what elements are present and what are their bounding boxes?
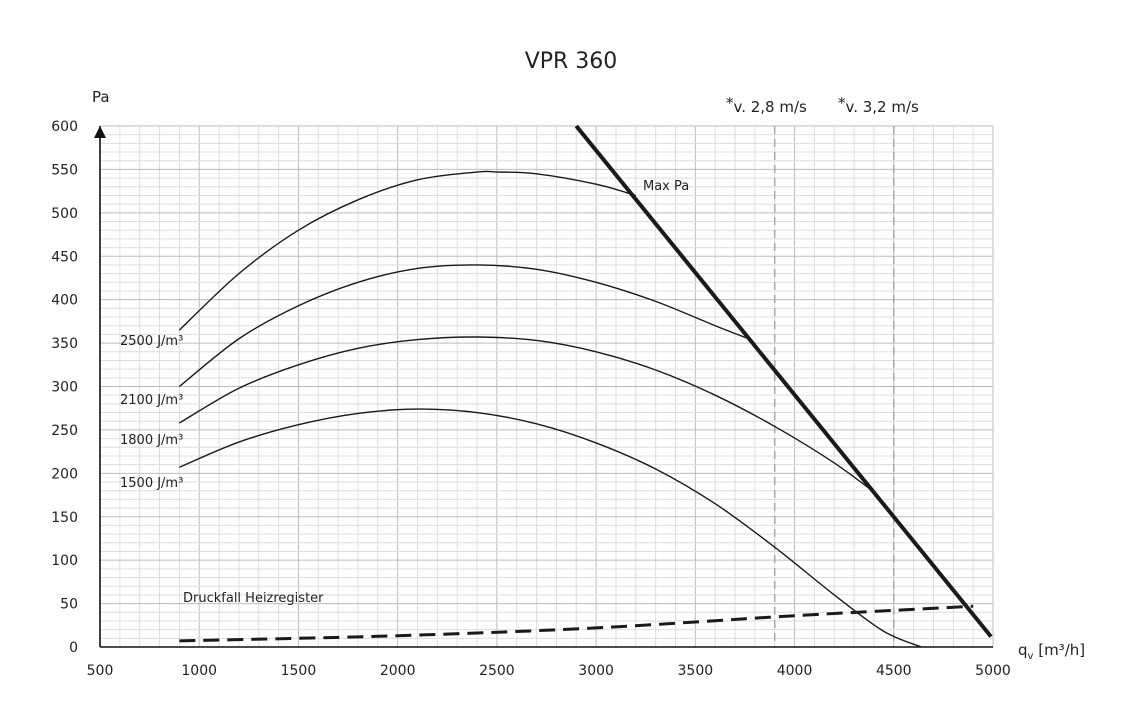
x-tick-4500: 4500 [876,663,912,679]
y-tick-100: 100 [51,553,78,569]
y-tick-250: 250 [51,423,78,439]
y-axis-arrow [94,126,106,138]
y-tick-500: 500 [51,206,78,222]
x-axis-label: qv [m³/h] [1018,641,1085,662]
label-2100: 2100 J/m³ [120,393,183,408]
y-tick-450: 450 [51,249,78,265]
velocity-label-3-2: *v. 3,2 m/s [838,94,919,116]
y-axis-label: Pa [92,88,110,106]
series-4 [574,124,993,638]
x-tick-2500: 2500 [479,663,515,679]
series-0 [178,170,636,331]
axes [94,126,993,648]
x-axis-label-unit: [m³/h] [1033,641,1085,659]
series-1 [178,264,752,388]
x-tick-5000: 5000 [975,663,1011,679]
x-axis-label-main: q [1018,641,1028,659]
series-2 [179,336,879,496]
y-tick-400: 400 [51,293,78,309]
velocity-lines [773,126,895,647]
series-3 [179,408,922,648]
x-tick-3500: 3500 [678,663,714,679]
chart-title: VPR 360 [525,49,618,74]
x-tick-4000: 4000 [777,663,813,679]
y-tick-150: 150 [51,510,78,526]
label-2500: 2500 J/m³ [120,334,183,349]
series-5 [179,604,974,643]
velocity-text-3-2: v. 3,2 m/s [846,98,920,116]
velocity-label-2-8: *v. 2,8 m/s [726,94,807,116]
label-max-pa: Max Pa [643,179,689,194]
y-tick-600: 600 [51,119,78,135]
x-tick-1000: 1000 [181,663,217,679]
y-tick-300: 300 [51,380,78,396]
velocity-star-3-2: * [838,94,846,112]
velocity-text-2-8: v. 2,8 m/s [734,98,808,116]
tick-labels: 500 1000 1500 2000 2500 3000 3500 4000 4500 5000 0… [51,119,1011,679]
y-tick-50: 50 [60,597,78,613]
y-tick-550: 550 [51,162,78,178]
grid [99,125,994,648]
y-tick-350: 350 [51,336,78,352]
label-druckfall: Druckfall Heizregister [183,591,324,606]
x-tick-500: 500 [87,663,114,679]
label-1500: 1500 J/m³ [120,476,183,491]
y-tick-0: 0 [69,640,78,656]
x-axis-label-sub: v [1028,651,1034,662]
x-tick-3000: 3000 [578,663,614,679]
x-tick-1500: 1500 [281,663,317,679]
x-tick-2000: 2000 [380,663,416,679]
series-group [178,124,993,648]
velocity-star-2-8: * [726,94,734,112]
label-1800: 1800 J/m³ [120,433,183,448]
y-tick-200: 200 [51,466,78,482]
